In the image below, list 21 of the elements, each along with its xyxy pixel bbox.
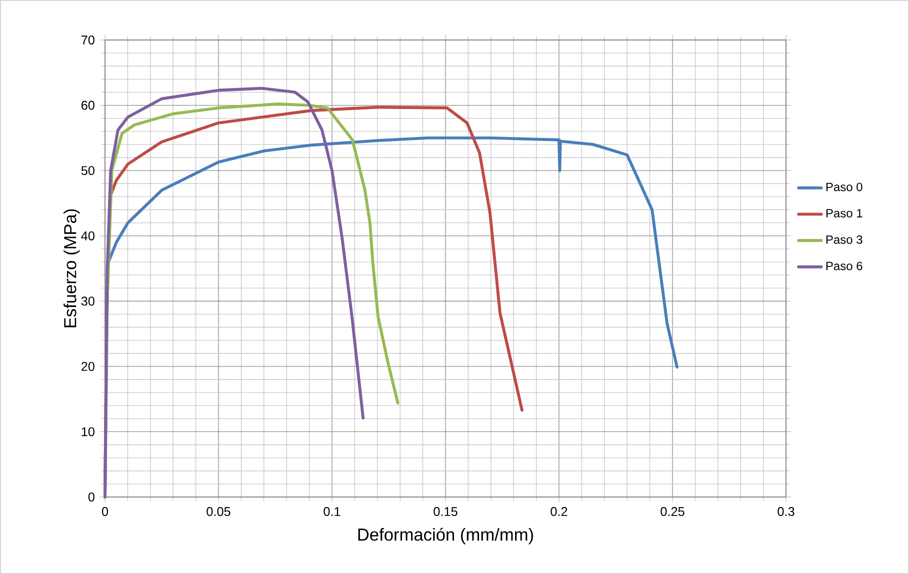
- legend-label: Paso 6: [826, 262, 862, 270]
- x-tick-label: 0: [102, 507, 108, 516]
- legend-label: Paso 1: [826, 209, 862, 218]
- x-tick-label: 0.3: [778, 507, 794, 516]
- y-tick-label: 20: [81, 362, 94, 371]
- y-tick-label: 60: [82, 100, 94, 110]
- legend-label: Paso 3: [826, 235, 862, 244]
- y-tick-label: 70: [82, 36, 94, 44]
- y-tick-label: 10: [82, 427, 94, 436]
- x-tick-label: 0.1: [324, 507, 340, 516]
- x-tick-label: 0.25: [660, 507, 684, 516]
- x-tick-label: 0.15: [434, 507, 458, 516]
- x-tick-label: 0.2: [550, 507, 568, 516]
- x-axis-title: Deformación (mm/mm): [358, 528, 534, 544]
- y-tick-label: 0: [88, 492, 94, 502]
- legend-label: Paso 0: [826, 182, 862, 192]
- x-tick-label: 0.05: [206, 507, 230, 516]
- y-tick-label: 50: [81, 166, 94, 176]
- y-tick-label: 30: [81, 296, 94, 306]
- y-axis-title: Esfuerzo (MPa): [64, 209, 80, 328]
- y-tick-label: 40: [81, 231, 94, 240]
